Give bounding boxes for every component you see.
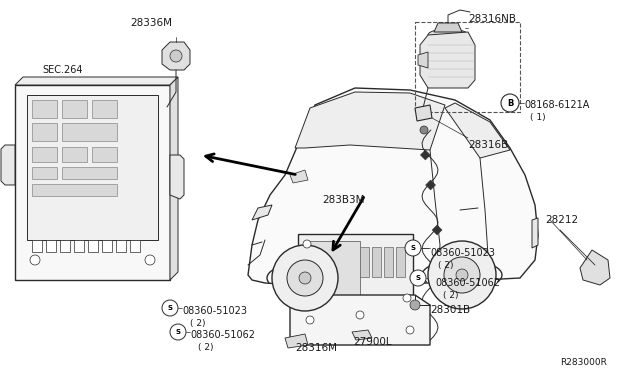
Bar <box>32 240 42 252</box>
Bar <box>102 240 112 252</box>
Text: ( 1): ( 1) <box>530 113 546 122</box>
Polygon shape <box>170 77 178 280</box>
Polygon shape <box>290 295 430 345</box>
Circle shape <box>410 300 420 310</box>
Bar <box>62 147 87 162</box>
Polygon shape <box>415 105 432 121</box>
Polygon shape <box>432 225 442 235</box>
Polygon shape <box>420 32 475 88</box>
Text: 28212: 28212 <box>545 215 578 225</box>
Circle shape <box>410 270 426 286</box>
Bar <box>384 247 393 277</box>
Text: 08360-51062: 08360-51062 <box>435 278 500 288</box>
Text: R283000R: R283000R <box>560 358 607 367</box>
Circle shape <box>406 326 414 334</box>
Polygon shape <box>290 170 308 183</box>
Bar <box>32 123 57 141</box>
Bar <box>60 240 70 252</box>
Bar <box>305 241 360 297</box>
Bar <box>32 147 57 162</box>
Circle shape <box>403 294 411 302</box>
Circle shape <box>303 240 311 248</box>
Circle shape <box>501 94 519 112</box>
Circle shape <box>356 311 364 319</box>
Polygon shape <box>285 334 308 348</box>
Polygon shape <box>352 330 372 340</box>
Circle shape <box>170 324 186 340</box>
Text: 08360-51023: 08360-51023 <box>182 306 247 316</box>
Bar <box>32 100 57 118</box>
Bar <box>62 167 117 179</box>
Polygon shape <box>445 103 510 158</box>
Circle shape <box>428 241 496 309</box>
Text: 28301B: 28301B <box>430 305 470 315</box>
Circle shape <box>405 240 421 256</box>
Circle shape <box>287 260 323 296</box>
Bar <box>298 234 413 304</box>
Circle shape <box>444 257 480 293</box>
Circle shape <box>162 300 178 316</box>
Bar <box>32 184 117 196</box>
Text: B: B <box>507 99 513 108</box>
Polygon shape <box>420 150 430 160</box>
Circle shape <box>420 126 428 134</box>
Polygon shape <box>429 265 439 275</box>
Text: 08168-6121A: 08168-6121A <box>524 100 589 110</box>
Bar <box>360 247 369 277</box>
Text: S: S <box>175 329 180 335</box>
Text: SEC.264: SEC.264 <box>42 65 83 75</box>
Bar <box>46 240 56 252</box>
Ellipse shape <box>428 29 468 41</box>
Text: 08360-51062: 08360-51062 <box>190 330 255 340</box>
Text: 28316B: 28316B <box>468 140 508 150</box>
Bar <box>27 95 158 240</box>
Polygon shape <box>252 205 272 220</box>
Polygon shape <box>418 52 428 68</box>
Bar <box>372 247 381 277</box>
Circle shape <box>145 255 155 265</box>
Text: ( 2): ( 2) <box>190 319 205 328</box>
Polygon shape <box>295 92 445 150</box>
Polygon shape <box>162 42 190 70</box>
Text: 27900L: 27900L <box>353 337 392 347</box>
Bar <box>92 147 117 162</box>
Text: 283B3M: 283B3M <box>322 195 365 205</box>
Polygon shape <box>532 218 538 248</box>
Bar <box>415 22 520 112</box>
Polygon shape <box>426 180 436 190</box>
Text: ( 2): ( 2) <box>443 291 458 300</box>
Text: 28316NB: 28316NB <box>468 14 516 24</box>
Text: 08360-51023: 08360-51023 <box>430 248 495 258</box>
Text: 28336M: 28336M <box>130 18 172 28</box>
Bar <box>62 100 87 118</box>
Polygon shape <box>15 85 170 280</box>
Bar <box>130 240 140 252</box>
Circle shape <box>299 272 311 284</box>
Bar <box>62 123 117 141</box>
Bar <box>88 240 98 252</box>
Bar <box>116 240 126 252</box>
Text: ( 2): ( 2) <box>438 261 454 270</box>
Circle shape <box>456 269 468 281</box>
Polygon shape <box>580 250 610 285</box>
Polygon shape <box>248 88 538 285</box>
Bar <box>396 247 405 277</box>
Text: 28316M: 28316M <box>295 343 337 353</box>
Text: S: S <box>415 275 420 281</box>
Bar <box>74 240 84 252</box>
Bar <box>32 167 57 179</box>
Polygon shape <box>434 23 462 32</box>
Polygon shape <box>15 77 178 85</box>
Polygon shape <box>170 155 184 199</box>
Circle shape <box>30 255 40 265</box>
Text: ( 2): ( 2) <box>198 343 214 352</box>
Circle shape <box>170 50 182 62</box>
Text: S: S <box>168 305 173 311</box>
Text: S: S <box>410 245 415 251</box>
Polygon shape <box>1 145 15 185</box>
Bar <box>92 100 117 118</box>
Circle shape <box>272 245 338 311</box>
Circle shape <box>306 316 314 324</box>
